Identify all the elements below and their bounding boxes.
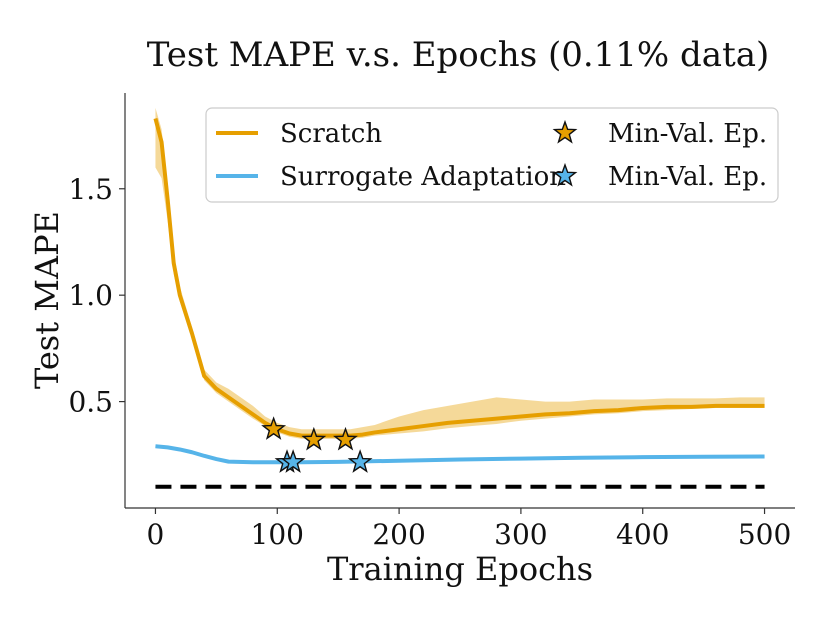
legend-scratch-star-label: Min-Val. Ep. bbox=[608, 119, 767, 149]
legend-surrogate-label: Surrogate Adaptation bbox=[280, 162, 566, 192]
x-tick-label-100: 100 bbox=[251, 518, 304, 551]
x-axis-label: Training Epochs bbox=[327, 550, 593, 588]
y-tick-label-0: 0.5 bbox=[68, 386, 113, 419]
legend-box bbox=[205, 107, 779, 203]
legend-surrogate-star-label: Min-Val. Ep. bbox=[608, 162, 767, 192]
series-line-surrogate-adaptation bbox=[155, 444, 765, 465]
min-val-star-scratch-3 bbox=[333, 426, 358, 451]
min-val-star-scratch-1 bbox=[261, 416, 287, 440]
x-tick-label-400: 400 bbox=[616, 518, 669, 551]
min-val-star-surrogate-adaptation-3 bbox=[347, 449, 373, 473]
plot-area bbox=[153, 107, 765, 489]
x-tick-label-300: 300 bbox=[494, 518, 547, 551]
x-tick-label-200: 200 bbox=[372, 518, 425, 551]
x-ticks: 0 100 200 300 400 500 bbox=[147, 508, 791, 551]
legend-surrogate-star-icon bbox=[552, 162, 578, 187]
y-axis-label: Test MAPE bbox=[28, 211, 66, 389]
x-tick-label-500: 500 bbox=[738, 518, 791, 551]
x-tick-label-0: 0 bbox=[147, 518, 165, 551]
legend: Scratch Surrogate Adaptation Min-Val. Ep… bbox=[205, 107, 779, 203]
min-val-star-scratch-2 bbox=[301, 426, 327, 451]
y-tick-label-1: 1.0 bbox=[68, 279, 113, 312]
min-val-star-surrogate-adaptation-2 bbox=[280, 449, 306, 473]
legend-scratch-star-icon bbox=[552, 119, 578, 144]
y-tick-label-2: 1.5 bbox=[68, 173, 113, 206]
min-val-markers bbox=[261, 416, 373, 473]
y-ticks: 0.5 1.0 1.5 bbox=[68, 173, 125, 419]
legend-scratch-label: Scratch bbox=[280, 119, 382, 149]
chart-title: Test MAPE v.s. Epochs (0.11% data) bbox=[147, 35, 770, 75]
axes: 0 100 200 300 400 500 0.5 1.0 1.5 bbox=[68, 93, 795, 551]
